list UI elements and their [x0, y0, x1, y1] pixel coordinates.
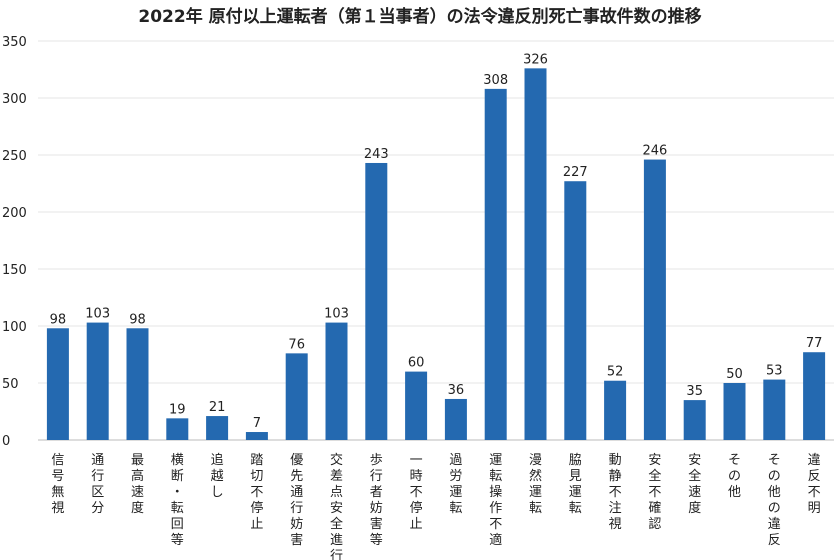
data-label: 19 — [169, 402, 186, 417]
bar — [643, 159, 666, 440]
x-tick-label: 踏切不停止 — [250, 453, 263, 532]
x-tick-label: 安全速度 — [688, 453, 701, 516]
x-tick-label: 一時不停止 — [410, 453, 423, 532]
data-label: 35 — [686, 384, 703, 399]
x-tick-label: その他 — [728, 453, 741, 500]
x-tick-label: 交差点安全進行 — [330, 452, 343, 560]
data-label: 98 — [129, 312, 146, 327]
bar-series — [46, 68, 826, 441]
x-tick-label: 安全不確認 — [648, 453, 661, 532]
x-tick-label: 最高速度 — [131, 453, 144, 516]
data-label: 103 — [85, 307, 110, 322]
bar — [405, 371, 428, 440]
data-label: 21 — [209, 400, 226, 415]
y-tick-label: 150 — [2, 263, 27, 278]
data-labels: 98 103 98 19 21 7 76 103 243 60 36 308 326 227 52 246 35… — [50, 52, 823, 431]
x-tick-label: 通行区分 — [91, 453, 104, 516]
data-label: 243 — [364, 147, 389, 162]
data-label: 36 — [448, 383, 465, 398]
y-tick-label: 250 — [2, 149, 27, 164]
x-tick-label: 違反不明 — [808, 453, 821, 516]
data-label: 77 — [806, 336, 823, 351]
data-label: 7 — [253, 416, 261, 431]
bar — [484, 88, 507, 440]
bar — [683, 400, 706, 440]
x-tick-label: 脇見運転 — [569, 453, 582, 516]
x-axis: 信号無視 通行区分 最高速度 横断・転回等 追越し 踏切不停止 優先通行妨害 交差点安全進行 歩… — [51, 452, 820, 560]
x-tick-label: その他の違反 — [768, 453, 781, 548]
bar — [365, 162, 388, 441]
x-tick-label: 歩行者妨害等 — [370, 453, 383, 548]
chart-title: 2022年 原付以上運転者（第１当事者）の法令違反別死亡事故件数の推移 — [138, 6, 701, 27]
y-tick-label: 0 — [2, 434, 10, 449]
bar — [245, 432, 268, 440]
bar — [604, 380, 627, 440]
data-label: 326 — [523, 52, 548, 67]
y-tick-label: 350 — [2, 35, 27, 50]
y-tick-label: 300 — [2, 92, 27, 107]
x-tick-label: 漫然運転 — [529, 453, 542, 516]
gridlines — [38, 40, 834, 441]
y-tick-label: 50 — [2, 377, 19, 392]
data-label: 53 — [766, 364, 783, 379]
bar — [524, 68, 547, 441]
data-label: 50 — [726, 367, 743, 382]
bar — [763, 379, 786, 440]
data-label: 103 — [324, 307, 349, 322]
data-label: 60 — [408, 356, 425, 371]
bar — [723, 383, 746, 440]
x-tick-label: 過労運転 — [449, 453, 462, 516]
data-label: 308 — [483, 73, 508, 88]
data-label: 227 — [563, 165, 588, 180]
x-tick-label: 横断・転回等 — [171, 453, 184, 548]
bar — [166, 418, 189, 440]
y-tick-label: 200 — [2, 206, 27, 221]
bar — [86, 322, 109, 440]
x-tick-label: 運転操作不適 — [489, 453, 502, 548]
data-label: 52 — [607, 365, 624, 380]
bar — [564, 181, 587, 440]
bar — [803, 352, 826, 440]
bar — [444, 398, 467, 440]
y-tick-label: 100 — [2, 320, 27, 335]
data-label: 246 — [642, 144, 667, 159]
data-label: 98 — [50, 312, 67, 327]
bar — [126, 328, 149, 440]
x-tick-label: 動静不注視 — [609, 453, 622, 532]
bar — [46, 328, 69, 440]
bar — [206, 416, 229, 440]
y-axis: 0 50 100 150 200 250 300 350 — [2, 35, 27, 449]
bar — [285, 353, 308, 440]
bar — [325, 322, 348, 440]
x-tick-label: 信号無視 — [51, 453, 64, 516]
data-label: 76 — [288, 337, 305, 352]
x-tick-label: 追越し — [211, 452, 224, 500]
x-tick-label: 優先通行妨害 — [290, 453, 303, 548]
